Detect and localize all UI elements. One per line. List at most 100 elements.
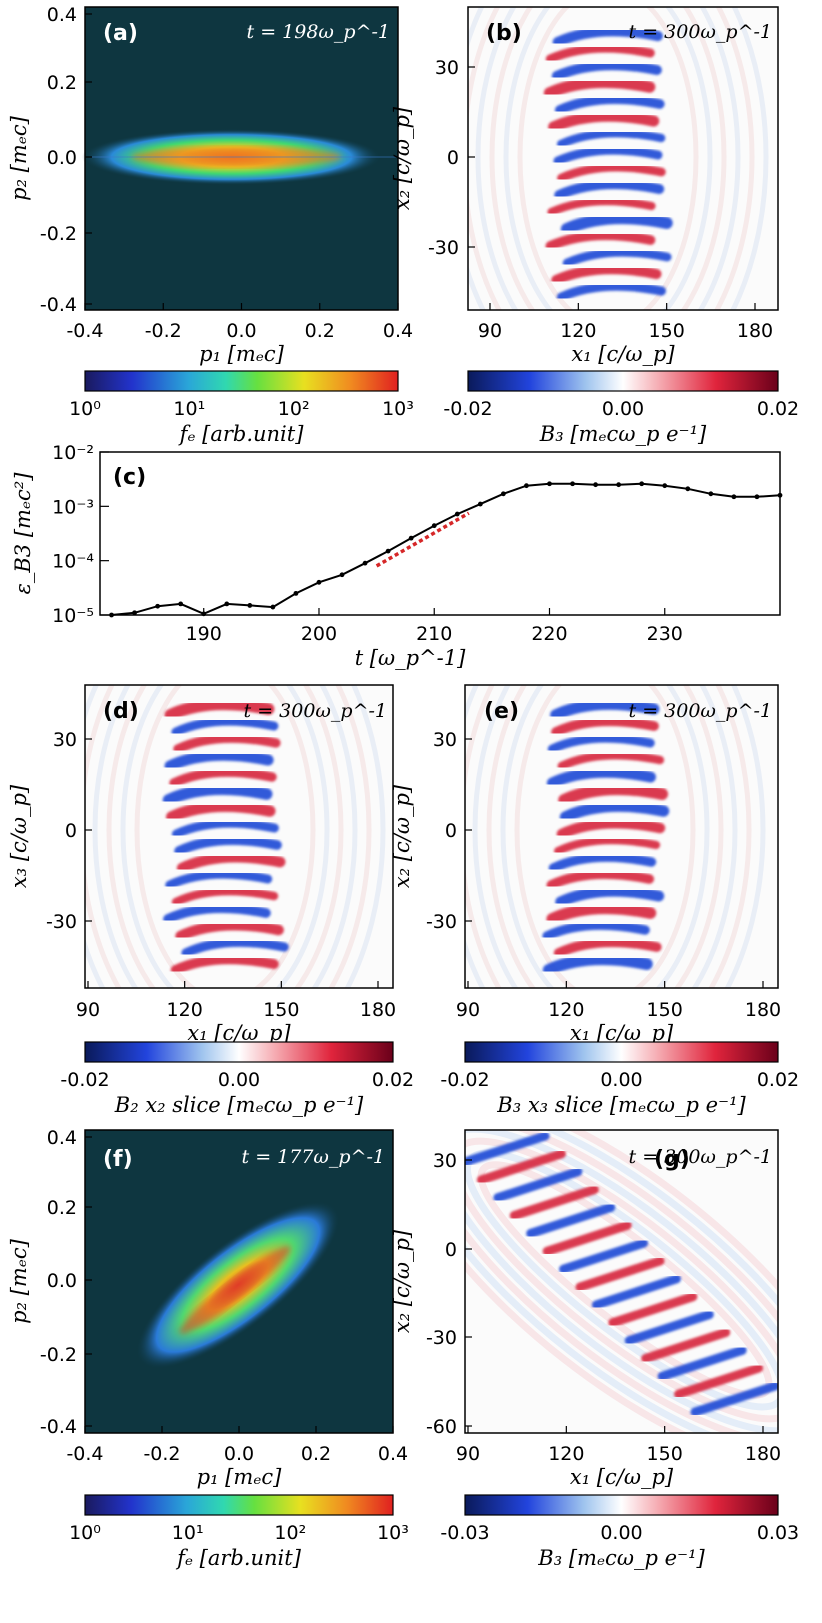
panel-g-cbar-tick: 0.03 — [757, 1522, 799, 1544]
panel-g-xtick-label: 150 — [647, 1443, 683, 1465]
panel-e-cbar-tick: 0.02 — [757, 1069, 799, 1091]
panel-d-wave — [134, 685, 316, 988]
panel-g-xlabel: x₁ [c/ω_p] — [570, 1465, 674, 1489]
panel-b-cbar-label: B₃ [mₑcω_p e⁻¹] — [539, 422, 707, 446]
panel-d-xtick-label: 90 — [76, 999, 100, 1021]
panel-g-filament — [674, 1363, 764, 1399]
panel-e-xtick-label: 150 — [647, 999, 683, 1021]
panel-e-time: t = 300ω_p^-1 — [629, 700, 772, 722]
panel-c-point — [293, 590, 299, 596]
panel-b-wave — [503, 7, 713, 310]
panel-e-cbar-tick: 0.00 — [600, 1069, 642, 1091]
panel-b-filament — [554, 179, 665, 200]
panel-b-wave — [468, 7, 769, 310]
panel-b-xtick-label: 150 — [649, 320, 685, 342]
panel-g-xtick-label: 180 — [745, 1443, 781, 1465]
panel-b-frame — [467, 6, 779, 311]
panel-d-xtick-label: 120 — [167, 999, 203, 1021]
panel-d-filament — [166, 800, 276, 823]
panel-c-point — [408, 535, 414, 541]
panel-a-ytick-label: -0.2 — [40, 223, 77, 245]
panel-g-filament — [526, 1202, 616, 1238]
panel-a-xtick-label: -0.4 — [66, 320, 103, 342]
panel-g-filament — [690, 1381, 778, 1417]
panel-g-filament — [493, 1167, 583, 1203]
panel-e-filament — [555, 885, 665, 908]
panel-d-cbar-tick: 0.00 — [218, 1069, 260, 1091]
panel-g-wave — [465, 1130, 778, 1433]
panel-e-filament — [546, 902, 657, 925]
panel-c-xtick-label: 220 — [531, 623, 567, 645]
panel-f-ytick-label: 0.0 — [47, 1270, 77, 1292]
panel-c-ytick-label: 10⁻⁴ — [52, 551, 94, 573]
panel-d-field — [85, 685, 393, 988]
panel-b-colorbar — [467, 370, 779, 392]
panel-g-colorbar — [464, 1494, 779, 1516]
panel-a-xtick-label: 0.2 — [305, 320, 335, 342]
panel-d-filament — [170, 954, 279, 975]
panel-a-colorbar — [84, 370, 399, 392]
panel-g-wave — [465, 1130, 778, 1433]
panel-d-filament — [176, 851, 286, 874]
panel-d-filament — [164, 749, 274, 772]
panel-e-frame — [464, 684, 779, 989]
panel-b-filament — [553, 145, 663, 166]
panel-f-core — [179, 1246, 291, 1334]
panel-c-point — [754, 494, 760, 500]
panel-f-cbar-tick: 10² — [274, 1522, 306, 1544]
panel-b-xtick-label: 90 — [478, 320, 502, 342]
panel-d-xlabel: x₁ [c/ω_p] — [187, 1021, 291, 1045]
panel-e-wave — [514, 685, 696, 988]
panel-c-xlabel: t [ω_p^-1] — [355, 646, 466, 670]
panel-b-filament — [552, 26, 663, 48]
panel-b-filament — [554, 94, 665, 115]
panel-d-filament — [165, 869, 273, 890]
panel-d-filament — [171, 716, 279, 737]
panel-b-wave — [475, 7, 741, 310]
panel-b-cbar-tick: 0.02 — [757, 398, 799, 420]
panel-d-ylabel: x₃ [c/ω_p] — [7, 784, 31, 888]
panel-d-filament — [171, 818, 279, 839]
panel-d-cbar-tick: -0.02 — [60, 1069, 109, 1091]
panel-f-xtick-label: 0.2 — [301, 1443, 331, 1465]
panel-b-filament — [556, 281, 666, 302]
panel-b-filament — [543, 76, 656, 99]
panel-e-wave — [486, 685, 724, 988]
panel-c-xtick-label: 200 — [301, 623, 337, 645]
panel-a-xtick-label: 0.4 — [383, 320, 413, 342]
panel-g-ylabel: x₂ [c/ω_p] — [390, 1229, 414, 1333]
panel-b-wave — [468, 7, 755, 310]
panel-g-filament — [542, 1220, 632, 1256]
panel-e-filament — [559, 800, 670, 823]
panel-b-xlabel: x₁ [c/ω_p] — [571, 342, 675, 366]
panel-d-filament — [175, 919, 284, 942]
panel-c-frame — [99, 451, 781, 616]
panel-f-colorbar — [84, 1494, 394, 1516]
panel-e-xtick-label: 120 — [548, 999, 584, 1021]
panel-e-filament — [557, 750, 665, 771]
panel-d-wave — [106, 685, 344, 988]
panel-c-point — [708, 491, 714, 497]
panel-d-filament — [163, 903, 271, 924]
panel-g-filament — [465, 1131, 550, 1167]
panel-g-filament — [657, 1345, 747, 1381]
panel-b-cbar-tick: 0.00 — [602, 398, 644, 420]
panel-d-ytick-label: -30 — [46, 911, 77, 933]
panel-c-fit-line — [375, 511, 470, 568]
panel-e-ytick-label: -30 — [426, 911, 457, 933]
panel-e-xlabel: x₁ [c/ω_p] — [570, 1021, 674, 1045]
panel-e-cbar-label: B₃ x₃ slice [mₑcω_p e⁻¹] — [496, 1093, 746, 1117]
panel-g-xtick-label: 120 — [548, 1443, 584, 1465]
panel-e-filament — [542, 920, 650, 941]
panel-c-point — [385, 548, 391, 554]
panel-e-filament — [546, 869, 655, 890]
panel-a-cbar-tick: 10² — [278, 398, 310, 420]
panel-c-point — [477, 501, 483, 507]
panel-d-xtick-label: 150 — [263, 999, 299, 1021]
panel-e-filament — [547, 733, 655, 754]
panel-c-point — [570, 481, 575, 487]
panel-c-point — [524, 483, 529, 489]
panel-b-time: t = 300ω_p^-1 — [629, 21, 772, 43]
panel-b-label: (b) — [486, 21, 522, 46]
panel-c-point — [316, 579, 322, 585]
